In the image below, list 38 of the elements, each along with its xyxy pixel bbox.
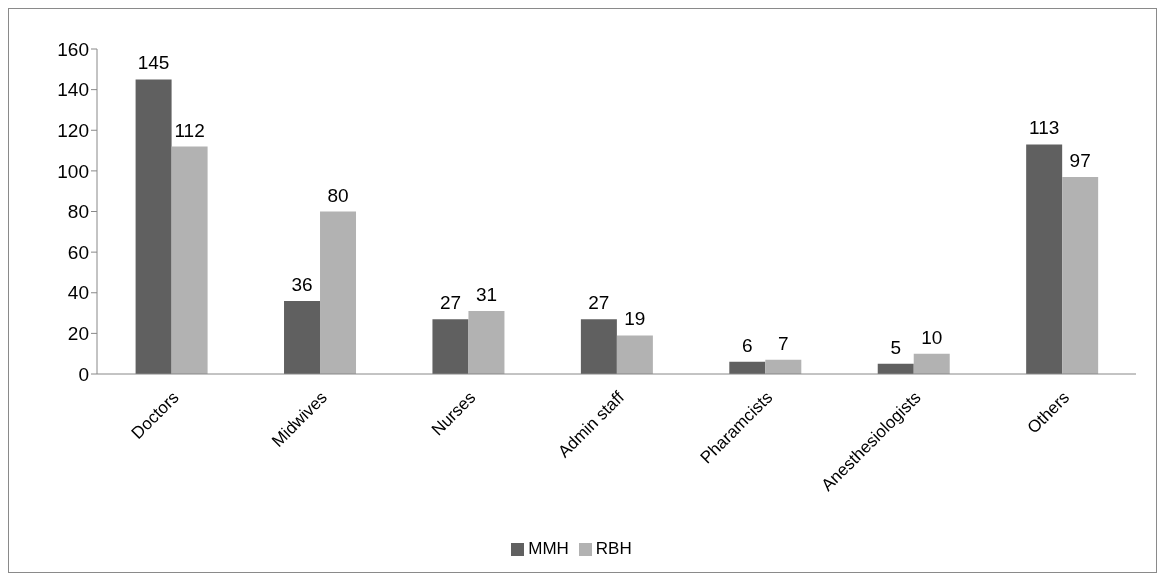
bar: [432, 319, 469, 374]
bar: [1062, 176, 1099, 374]
data-label: 97: [1069, 149, 1091, 171]
data-label: 5: [890, 336, 902, 358]
bar: [171, 146, 208, 374]
bar: [580, 319, 617, 374]
y-tick-label: 20: [67, 323, 89, 345]
bar: [135, 79, 172, 374]
bar: [284, 300, 321, 374]
y-tick-label: 40: [67, 282, 89, 304]
bar: [913, 353, 950, 374]
bar: [729, 361, 766, 374]
data-label: 80: [327, 184, 349, 206]
data-label: 145: [137, 52, 170, 74]
data-label: 7: [778, 332, 789, 354]
data-label: 10: [921, 326, 943, 348]
data-label: 27: [588, 292, 610, 314]
bar: [616, 335, 653, 374]
bar: [765, 359, 802, 374]
y-tick-label: 80: [67, 201, 89, 223]
data-label: 6: [742, 334, 753, 356]
y-tick-label: 0: [78, 363, 89, 385]
y-tick-label: 60: [67, 241, 89, 263]
bar: [1026, 144, 1063, 374]
data-label: 31: [475, 284, 498, 306]
y-tick-label: 100: [57, 160, 89, 182]
data-label: 27: [439, 292, 462, 314]
data-label: 19: [624, 308, 646, 330]
y-tick-label: 160: [57, 38, 89, 60]
bar: [468, 311, 505, 374]
y-tick-label: 120: [57, 120, 89, 141]
data-label: 113: [1029, 117, 1060, 139]
data-label: 36: [291, 273, 313, 295]
y-tick-label: 140: [57, 79, 89, 101]
data-label: 112: [174, 119, 205, 141]
legend-label: RBH: [595, 539, 632, 558]
bar: [320, 211, 357, 374]
legend-label: MMH: [528, 539, 569, 558]
